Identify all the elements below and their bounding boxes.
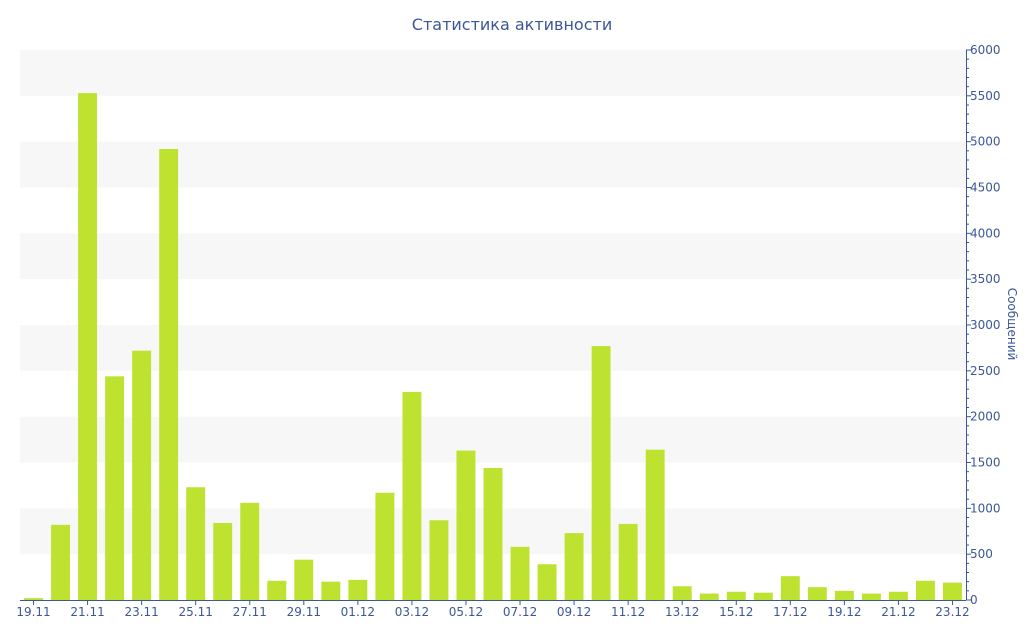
- x-tick-label: 21.12: [881, 605, 915, 619]
- bar-12.12: [645, 449, 665, 600]
- bar-06.12: [483, 468, 503, 600]
- y-tick-label: 1000: [970, 501, 1001, 515]
- y-tick-label: 2000: [970, 410, 1001, 424]
- x-tick-label: 17.12: [773, 605, 807, 619]
- x-tick-label: 29.11: [287, 605, 321, 619]
- x-tick-label: 05.12: [449, 605, 483, 619]
- y-tick-label: 4500: [970, 181, 1001, 195]
- bar-03.12: [402, 391, 422, 600]
- bar-02.12: [375, 492, 395, 600]
- bar-21.12: [888, 591, 908, 600]
- bar-22.11: [105, 376, 125, 600]
- bar-24.11: [159, 149, 179, 600]
- x-tick-label: 09.12: [557, 605, 591, 619]
- x-tick-label: 19.11: [16, 605, 50, 619]
- bar-21.11: [78, 93, 98, 600]
- bar-28.11: [267, 580, 287, 600]
- bar-19.11: [24, 598, 43, 600]
- bar-26.11: [213, 523, 233, 600]
- grid-band: [20, 50, 966, 96]
- bar-11.12: [618, 523, 638, 600]
- bar-20.11: [51, 524, 71, 600]
- bar-25.11: [186, 487, 206, 600]
- bar-04.12: [429, 520, 449, 600]
- bar-22.12: [915, 580, 935, 600]
- x-tick-label: 11.12: [611, 605, 645, 619]
- y-tick-label: 5500: [970, 89, 1001, 103]
- bar-09.12: [564, 533, 584, 600]
- y-tick-label: 3500: [970, 272, 1001, 286]
- bar-08.12: [537, 564, 557, 600]
- bar-29.11: [294, 559, 314, 600]
- y-axis-title: Сообщений: [1005, 288, 1019, 361]
- bar-05.12: [456, 450, 476, 600]
- bar-17.12: [780, 576, 800, 600]
- x-tick-label: 03.12: [395, 605, 429, 619]
- bar-01.12: [348, 579, 368, 600]
- bar-23.12: [943, 582, 962, 600]
- bar-13.12: [672, 586, 692, 600]
- y-tick-label: 500: [970, 547, 993, 561]
- bar-16.12: [753, 592, 773, 600]
- y-tick-label: 2500: [970, 364, 1001, 378]
- bar-14.12: [699, 593, 719, 600]
- bar-19.12: [834, 590, 854, 600]
- bar-10.12: [591, 346, 611, 600]
- y-tick-label: 4000: [970, 226, 1001, 240]
- x-tick-label: 01.12: [341, 605, 375, 619]
- y-tick-label: 0: [970, 593, 978, 607]
- x-tick-label: 23.12: [935, 605, 969, 619]
- x-tick-label: 25.11: [179, 605, 213, 619]
- x-tick-label: 13.12: [665, 605, 699, 619]
- y-tick-label: 5000: [970, 135, 1001, 149]
- bar-15.12: [726, 591, 746, 600]
- chart-title: Статистика активности: [411, 15, 613, 34]
- x-tick-label: 15.12: [719, 605, 753, 619]
- y-tick-label: 1500: [970, 456, 1001, 470]
- bar-18.12: [807, 587, 827, 600]
- bar-23.11: [132, 350, 152, 600]
- x-tick-label: 21.11: [70, 605, 104, 619]
- bar-27.11: [240, 502, 260, 600]
- bar-07.12: [510, 546, 530, 600]
- x-tick-label: 19.12: [827, 605, 861, 619]
- y-tick-label: 3000: [970, 318, 1001, 332]
- y-tick-label: 6000: [970, 43, 1001, 57]
- x-tick-label: 07.12: [503, 605, 537, 619]
- bar-20.12: [861, 593, 881, 600]
- bar-30.11: [321, 581, 341, 600]
- x-tick-label: 27.11: [233, 605, 267, 619]
- x-tick-label: 23.11: [124, 605, 158, 619]
